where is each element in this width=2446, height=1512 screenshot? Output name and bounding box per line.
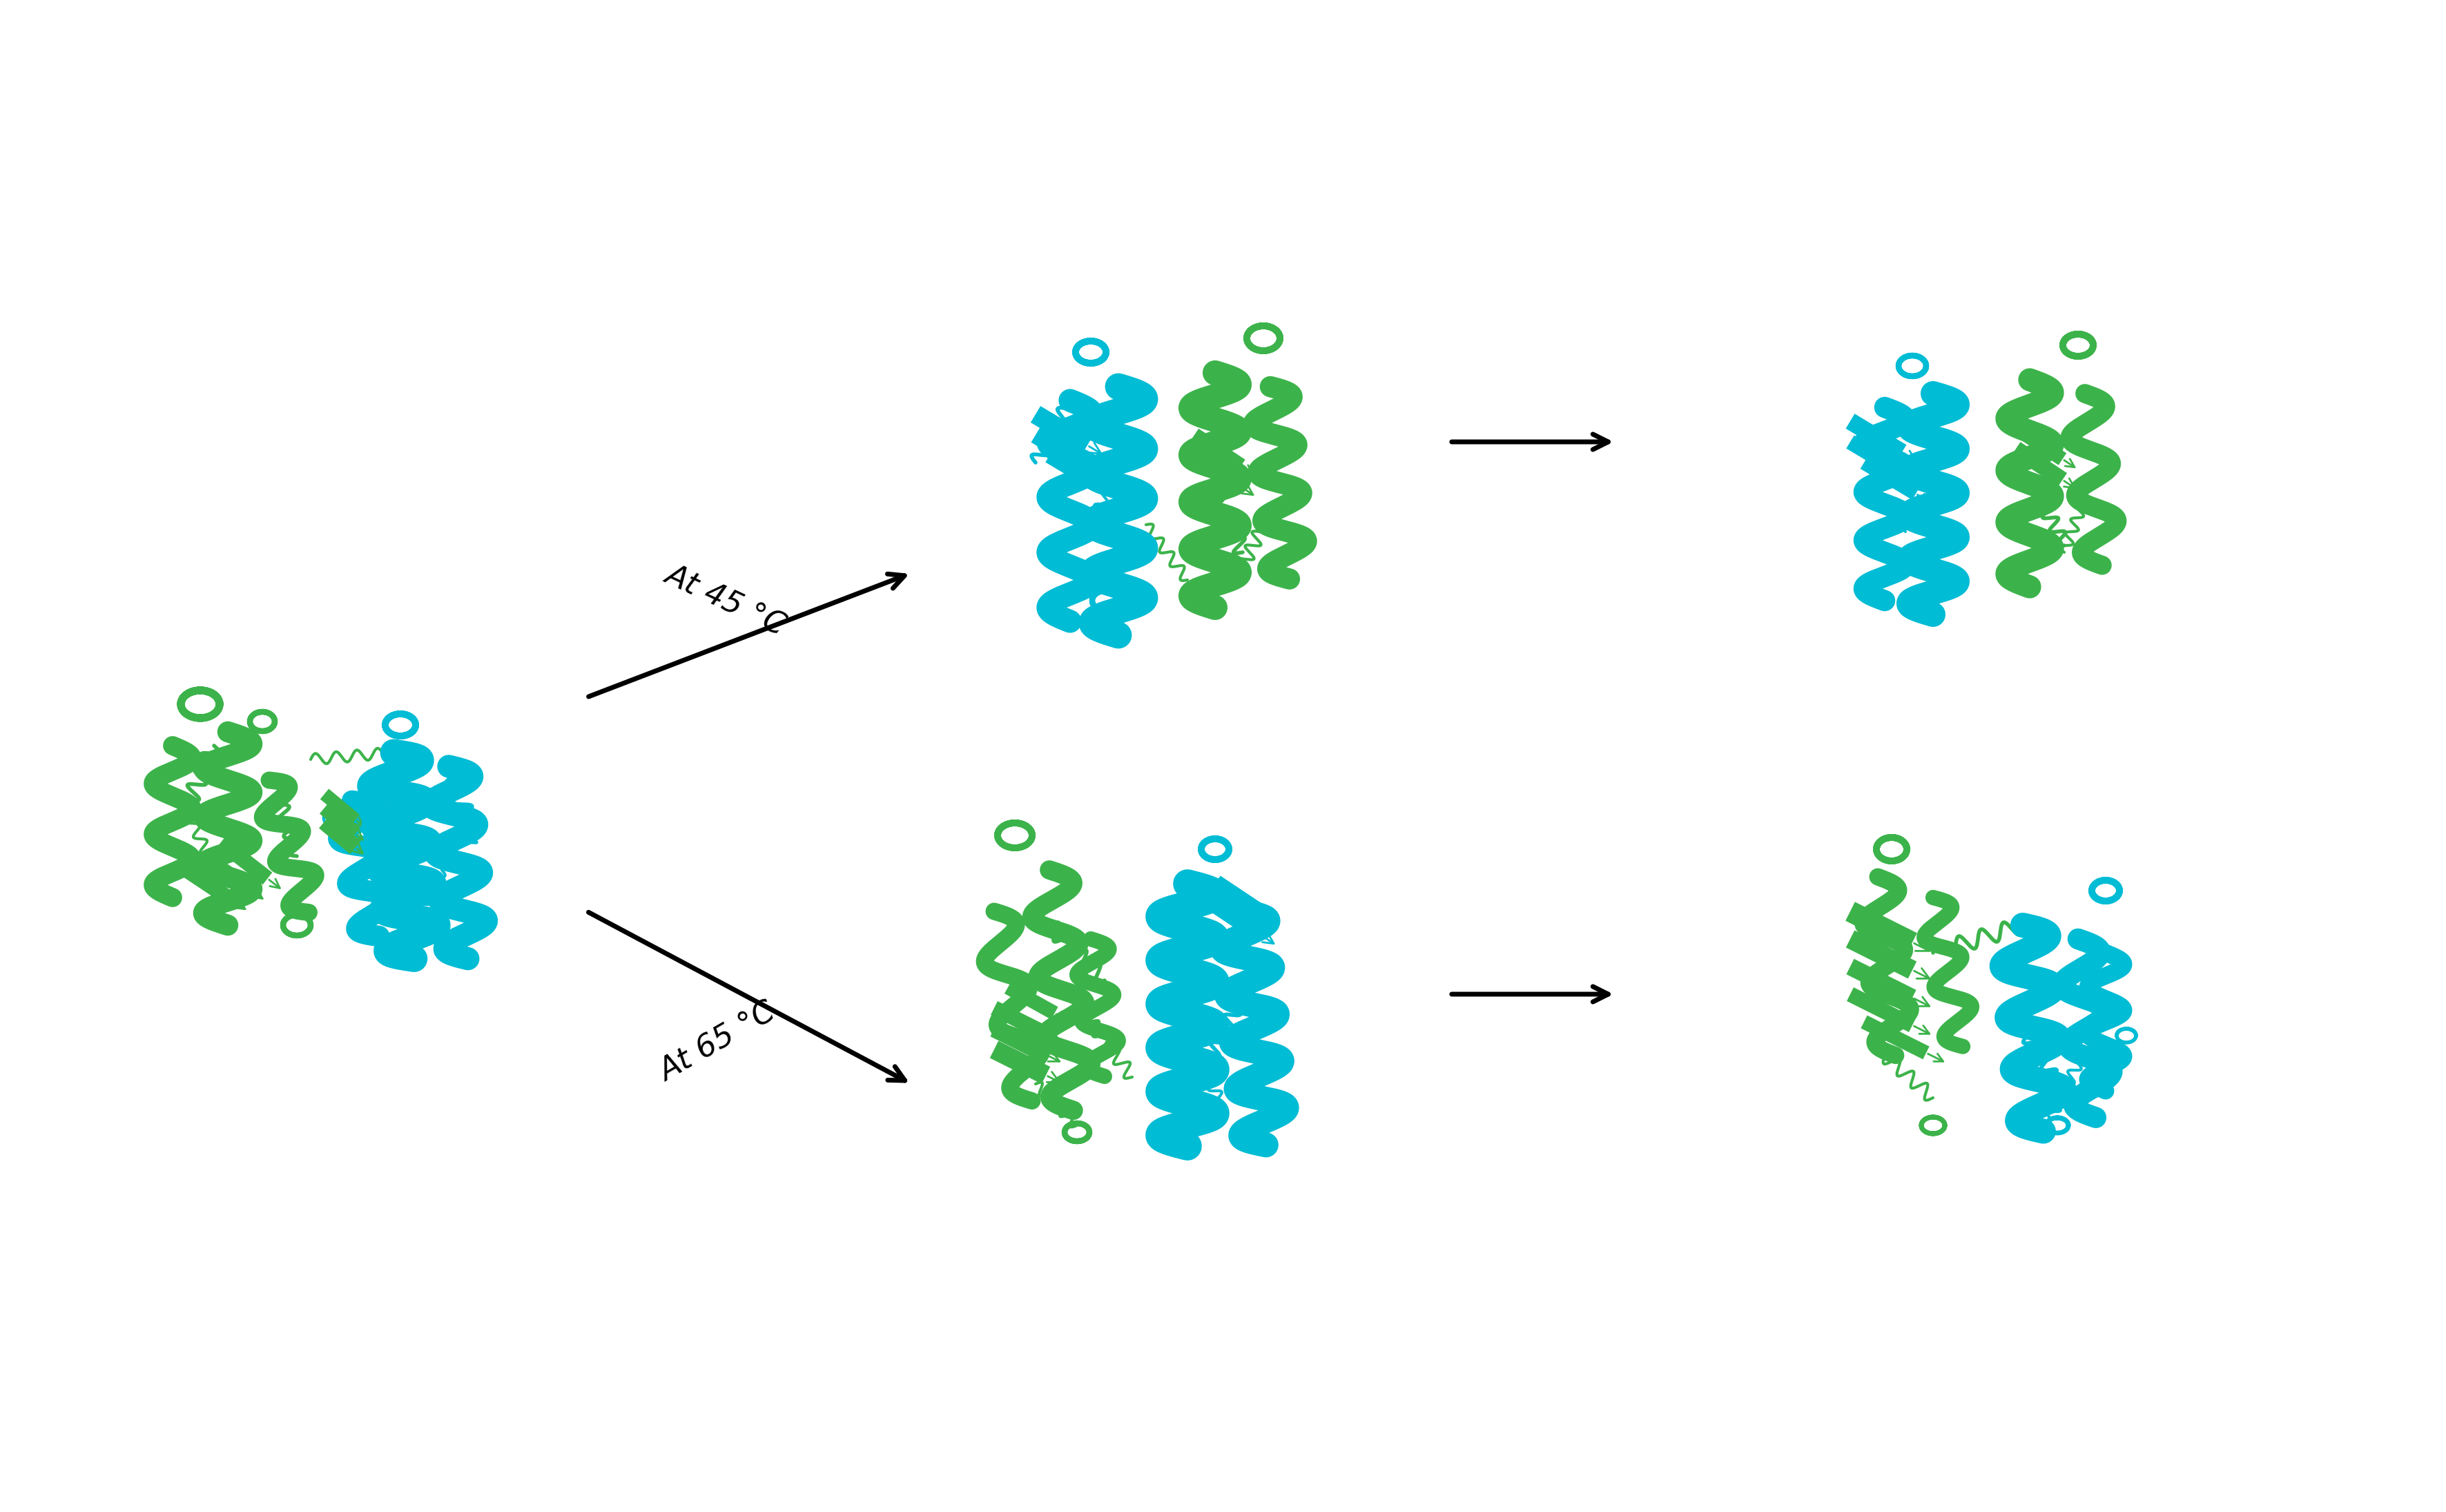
Text: At 65 °C: At 65 °C [656, 998, 780, 1087]
Text: At 45 °C: At 45 °C [660, 559, 790, 641]
